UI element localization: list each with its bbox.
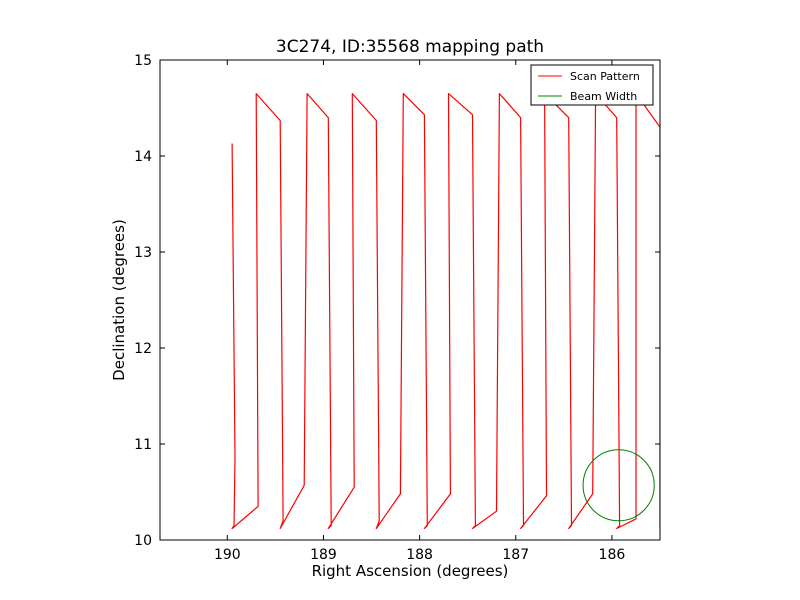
y-axis-label: Declination (degrees)	[110, 219, 128, 381]
plot-frame	[159, 59, 661, 541]
y-tick-label: 11	[134, 437, 152, 453]
legend-label-beam-width: Beam Width	[570, 90, 637, 103]
plot-background	[160, 60, 660, 540]
x-tick-label: 187	[502, 547, 529, 563]
y-tick-label: 13	[134, 245, 152, 261]
legend-label-scan-pattern: Scan Pattern	[570, 70, 640, 83]
y-tick-label: 14	[134, 149, 152, 165]
x-tick-label: 189	[310, 547, 337, 563]
x-tick-label: 186	[599, 547, 626, 563]
chart-title: 3C274, ID:35568 mapping path	[276, 37, 544, 57]
x-tick-label: 190	[214, 547, 241, 563]
plot-area: 190 189 188 187 186 10 11 12 13 14 15	[134, 53, 661, 563]
y-tick-label: 12	[134, 341, 152, 357]
y-ticks: 10 11 12 13 14 15	[134, 53, 660, 549]
series-beam-width-circle	[582, 449, 655, 522]
x-ticks: 190 189 188 187 186	[214, 60, 625, 563]
legend-box	[530, 64, 654, 106]
x-axis-label: Right Ascension (degrees)	[312, 562, 509, 580]
y-tick-label: 10	[134, 533, 152, 549]
y-tick-label: 15	[134, 53, 152, 69]
x-tick-label: 188	[406, 547, 433, 563]
legend: Scan Pattern Beam Width	[530, 64, 654, 106]
